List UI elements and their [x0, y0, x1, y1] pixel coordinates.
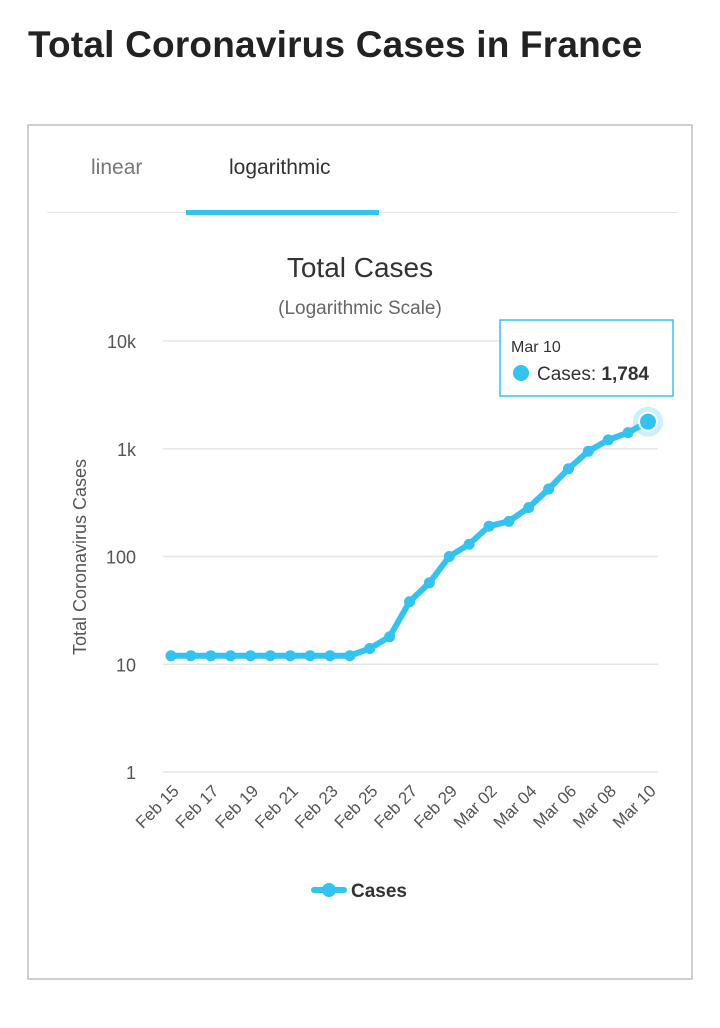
y-tick-label: 10 — [116, 655, 136, 675]
legend-item-cases[interactable]: Cases — [311, 881, 407, 902]
chart-subtitle: (Logarithmic Scale) — [278, 298, 442, 319]
data-point — [324, 650, 336, 662]
legend-marker — [322, 883, 336, 897]
tooltip-value-line: Cases: 1,784 — [537, 364, 649, 385]
y-tick-label: 10k — [107, 332, 137, 352]
data-point — [364, 643, 376, 655]
x-tick-label: Mar 04 — [490, 781, 541, 832]
x-tick-label: Feb 21 — [251, 781, 302, 832]
y-tick-label: 1k — [117, 440, 137, 460]
data-point — [582, 445, 594, 457]
tooltip-date: Mar 10 — [511, 339, 561, 356]
tab-linear[interactable]: linear — [91, 156, 143, 179]
data-point — [523, 501, 535, 513]
page-title: Total Coronavirus Cases in France — [28, 24, 643, 65]
tooltip-series-label: Cases: — [537, 364, 601, 385]
chart-title: Total Cases — [287, 252, 433, 283]
data-point — [165, 650, 177, 662]
y-tick-label: 1 — [126, 763, 136, 783]
data-point — [264, 650, 276, 662]
chart-card: linear logarithmic — [27, 124, 693, 980]
data-point — [245, 650, 256, 662]
y-tick-label: 100 — [106, 548, 136, 568]
legend-label: Cases — [351, 881, 407, 902]
series-line-cases — [168, 418, 651, 659]
x-tick-label: Feb 15 — [132, 781, 183, 832]
data-point — [443, 551, 455, 562]
data-point — [225, 650, 237, 662]
x-tick-label: Feb 23 — [291, 781, 342, 832]
x-tick-label: Mar 10 — [609, 781, 660, 832]
data-point — [622, 427, 634, 439]
data-point — [384, 631, 396, 643]
y-axis-label: Total Coronavirus Cases — [70, 459, 90, 655]
data-point — [543, 483, 555, 495]
tooltip-value: 1,784 — [601, 364, 649, 385]
data-point — [284, 650, 296, 662]
data-point — [205, 650, 217, 662]
x-tick-label: Mar 06 — [529, 781, 580, 832]
data-point — [602, 434, 614, 446]
x-tick-label: Feb 19 — [211, 781, 262, 832]
tab-logarithmic[interactable]: logarithmic — [229, 156, 331, 179]
data-point — [638, 411, 658, 432]
data-point — [463, 538, 475, 550]
active-tab-indicator — [186, 210, 379, 215]
tooltip-box — [499, 319, 674, 397]
x-tick-label: Mar 08 — [569, 781, 620, 832]
data-point — [185, 650, 197, 662]
x-tick-label: Feb 25 — [331, 781, 382, 832]
data-point — [423, 577, 435, 589]
x-tick-label: Feb 27 — [370, 781, 421, 832]
data-point — [404, 596, 415, 608]
data-point — [483, 520, 495, 532]
x-tick-label: Feb 29 — [410, 781, 461, 832]
data-point — [344, 650, 356, 662]
x-tick-label: Mar 02 — [450, 781, 501, 832]
data-point — [304, 650, 316, 662]
data-point — [503, 515, 515, 527]
x-tick-label: Feb 17 — [172, 781, 223, 832]
tooltip-series-dot — [513, 365, 529, 381]
data-point — [563, 463, 574, 475]
